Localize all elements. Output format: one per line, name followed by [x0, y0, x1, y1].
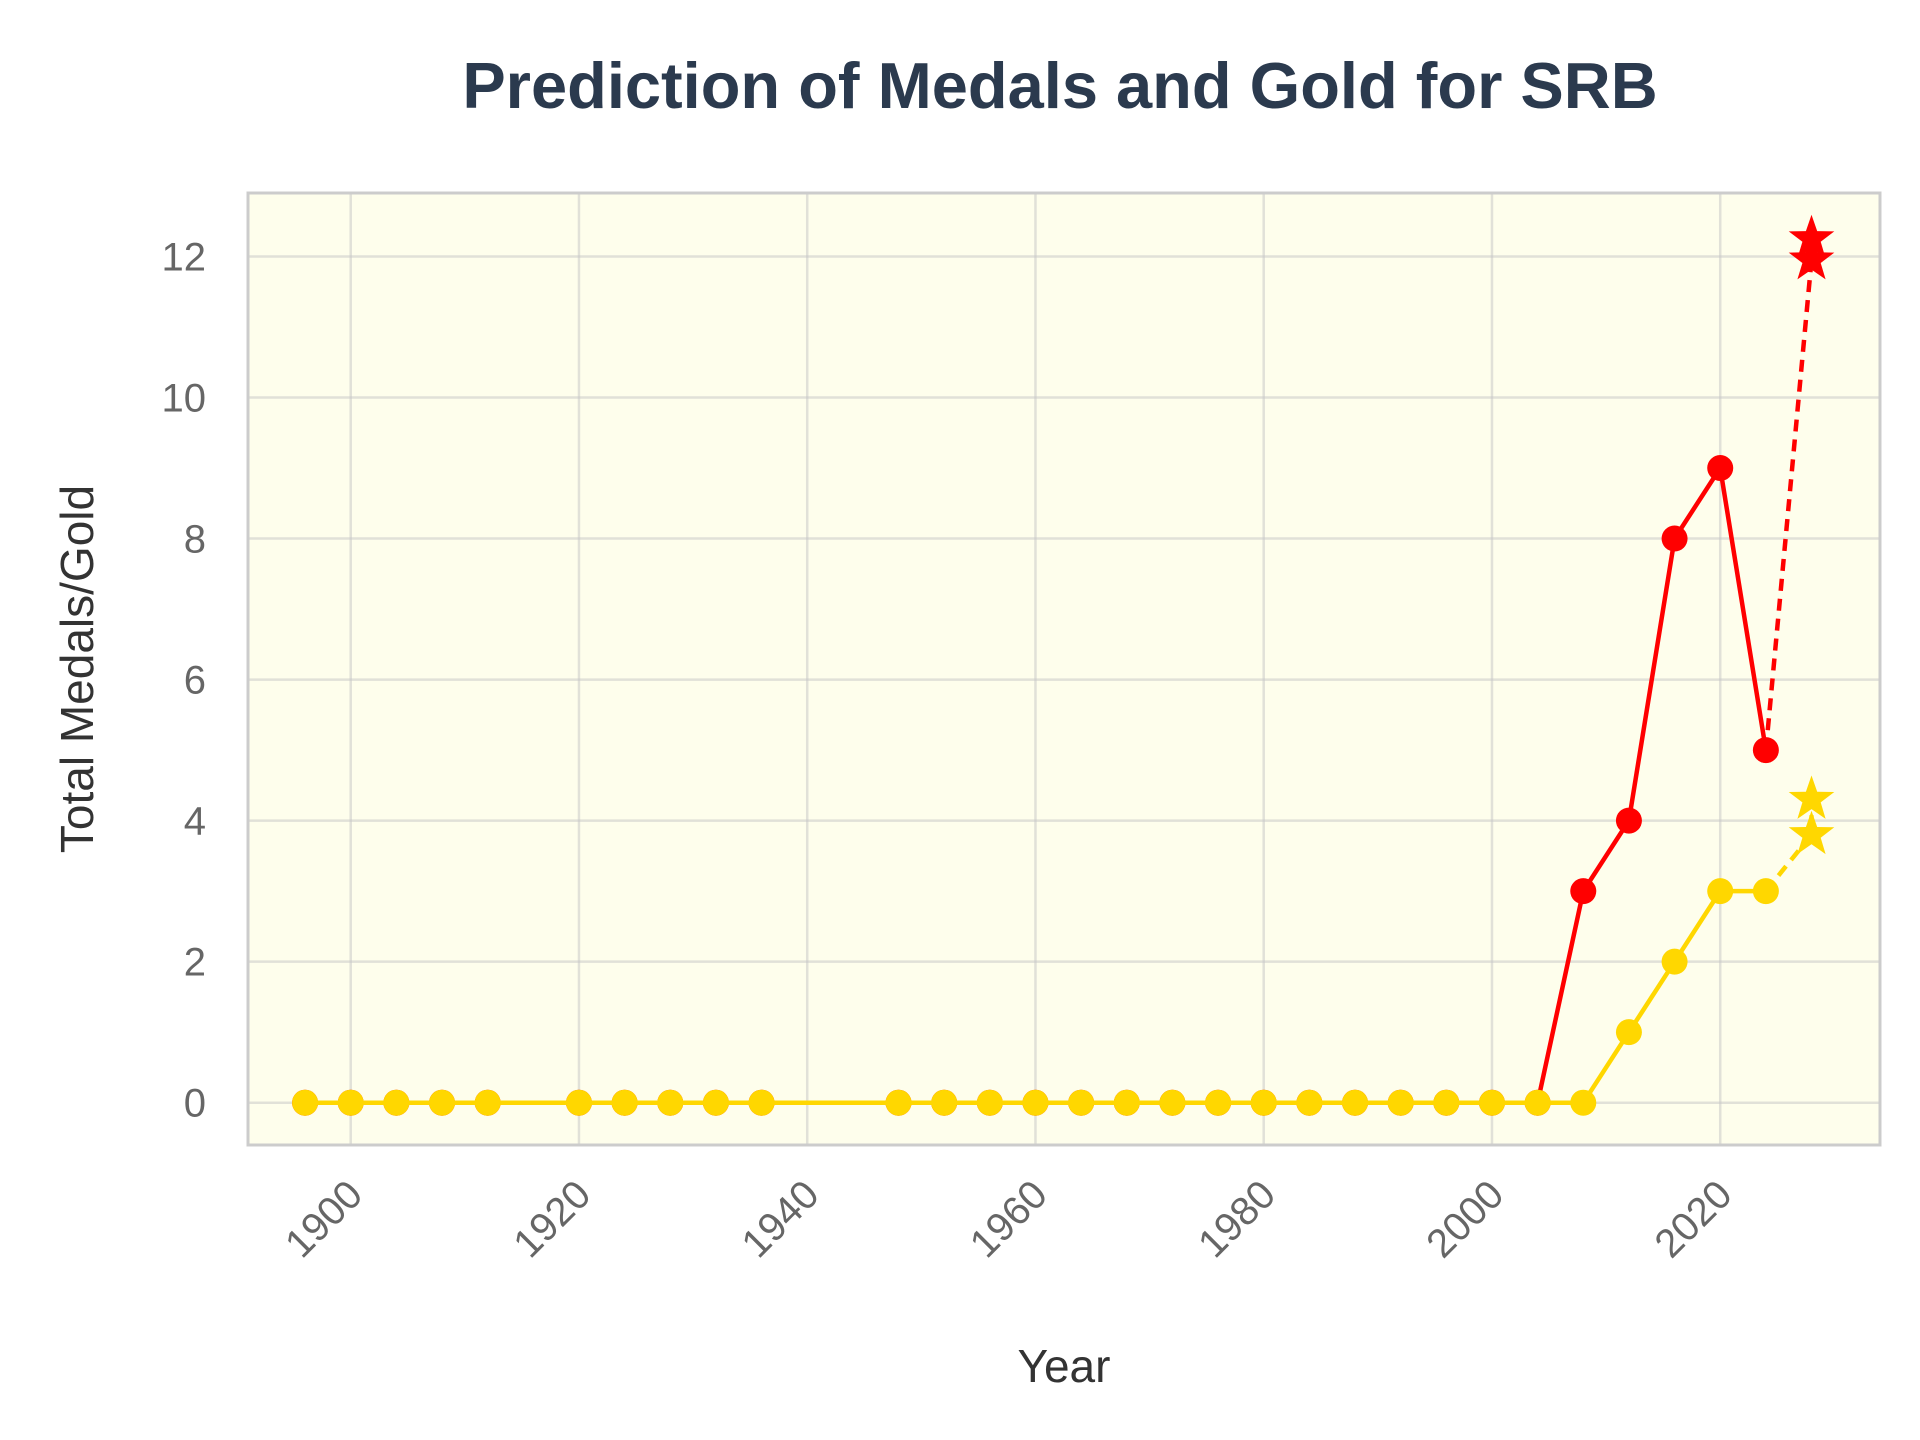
- y-tick-label: 12: [162, 235, 207, 279]
- y-tick-label: 0: [184, 1082, 206, 1126]
- prediction-line: [1764, 799, 1814, 893]
- data-point: [976, 1089, 1003, 1116]
- data-point: [1433, 1089, 1460, 1116]
- plot-frame: [246, 191, 1882, 1147]
- data-point: [1661, 525, 1688, 552]
- prediction-point: [1788, 236, 1835, 280]
- data-point: [1707, 878, 1734, 905]
- prediction-point: [1788, 810, 1835, 855]
- grid: [248, 193, 1880, 1145]
- x-tick-label: 1900: [277, 1172, 371, 1266]
- data-point: [429, 1089, 456, 1116]
- data-point: [885, 1089, 912, 1116]
- y-tick-label: 8: [184, 518, 206, 562]
- data-point: [1022, 1089, 1049, 1116]
- chart-title: Prediction of Medals and Gold for SRB: [462, 49, 1657, 122]
- data-point: [1387, 1089, 1414, 1116]
- data-point: [1068, 1089, 1095, 1116]
- x-tick-label: 2000: [1418, 1172, 1512, 1266]
- data-point: [565, 1089, 592, 1116]
- y-tick-label: 6: [184, 659, 206, 703]
- data-point: [1570, 878, 1597, 905]
- x-tick-label: 1920: [505, 1172, 599, 1266]
- data-point: [1524, 1089, 1551, 1116]
- data-point: [1342, 1089, 1369, 1116]
- data-point: [1159, 1089, 1186, 1116]
- data-point: [292, 1089, 319, 1116]
- data-point: [1113, 1089, 1140, 1116]
- data-point: [1296, 1089, 1323, 1116]
- prediction-point: [1788, 214, 1835, 259]
- data-point: [931, 1089, 958, 1116]
- y-tick-label: 4: [184, 800, 206, 844]
- data-point: [1615, 1019, 1642, 1046]
- x-tick-label: 1960: [962, 1172, 1056, 1266]
- data-point: [1205, 1089, 1232, 1116]
- y-axis-label: Total Medals/Gold: [51, 485, 103, 853]
- data-point: [1570, 1089, 1597, 1116]
- plot-area: [248, 193, 1880, 1145]
- data-point: [702, 1089, 729, 1116]
- series: [292, 214, 1835, 1116]
- data-point: [1615, 807, 1642, 834]
- data-point: [383, 1089, 410, 1116]
- x-axis-label: Year: [1018, 1340, 1111, 1392]
- data-point: [1661, 948, 1688, 975]
- y-tick-label: 10: [162, 377, 207, 421]
- x-tick-label: 1940: [734, 1172, 828, 1266]
- x-tick-label: 1980: [1190, 1172, 1284, 1266]
- data-point: [474, 1089, 501, 1116]
- data-point: [657, 1089, 684, 1116]
- data-point: [1478, 1089, 1505, 1116]
- data-point: [748, 1089, 775, 1116]
- data-point: [1752, 878, 1779, 905]
- x-tick-label: 2020: [1647, 1172, 1741, 1266]
- y-tick-label: 2: [184, 941, 206, 985]
- data-point: [1707, 455, 1734, 482]
- data-point: [337, 1089, 364, 1116]
- prediction-point: [1788, 775, 1835, 819]
- data-point: [1250, 1089, 1277, 1116]
- data-point: [611, 1089, 638, 1116]
